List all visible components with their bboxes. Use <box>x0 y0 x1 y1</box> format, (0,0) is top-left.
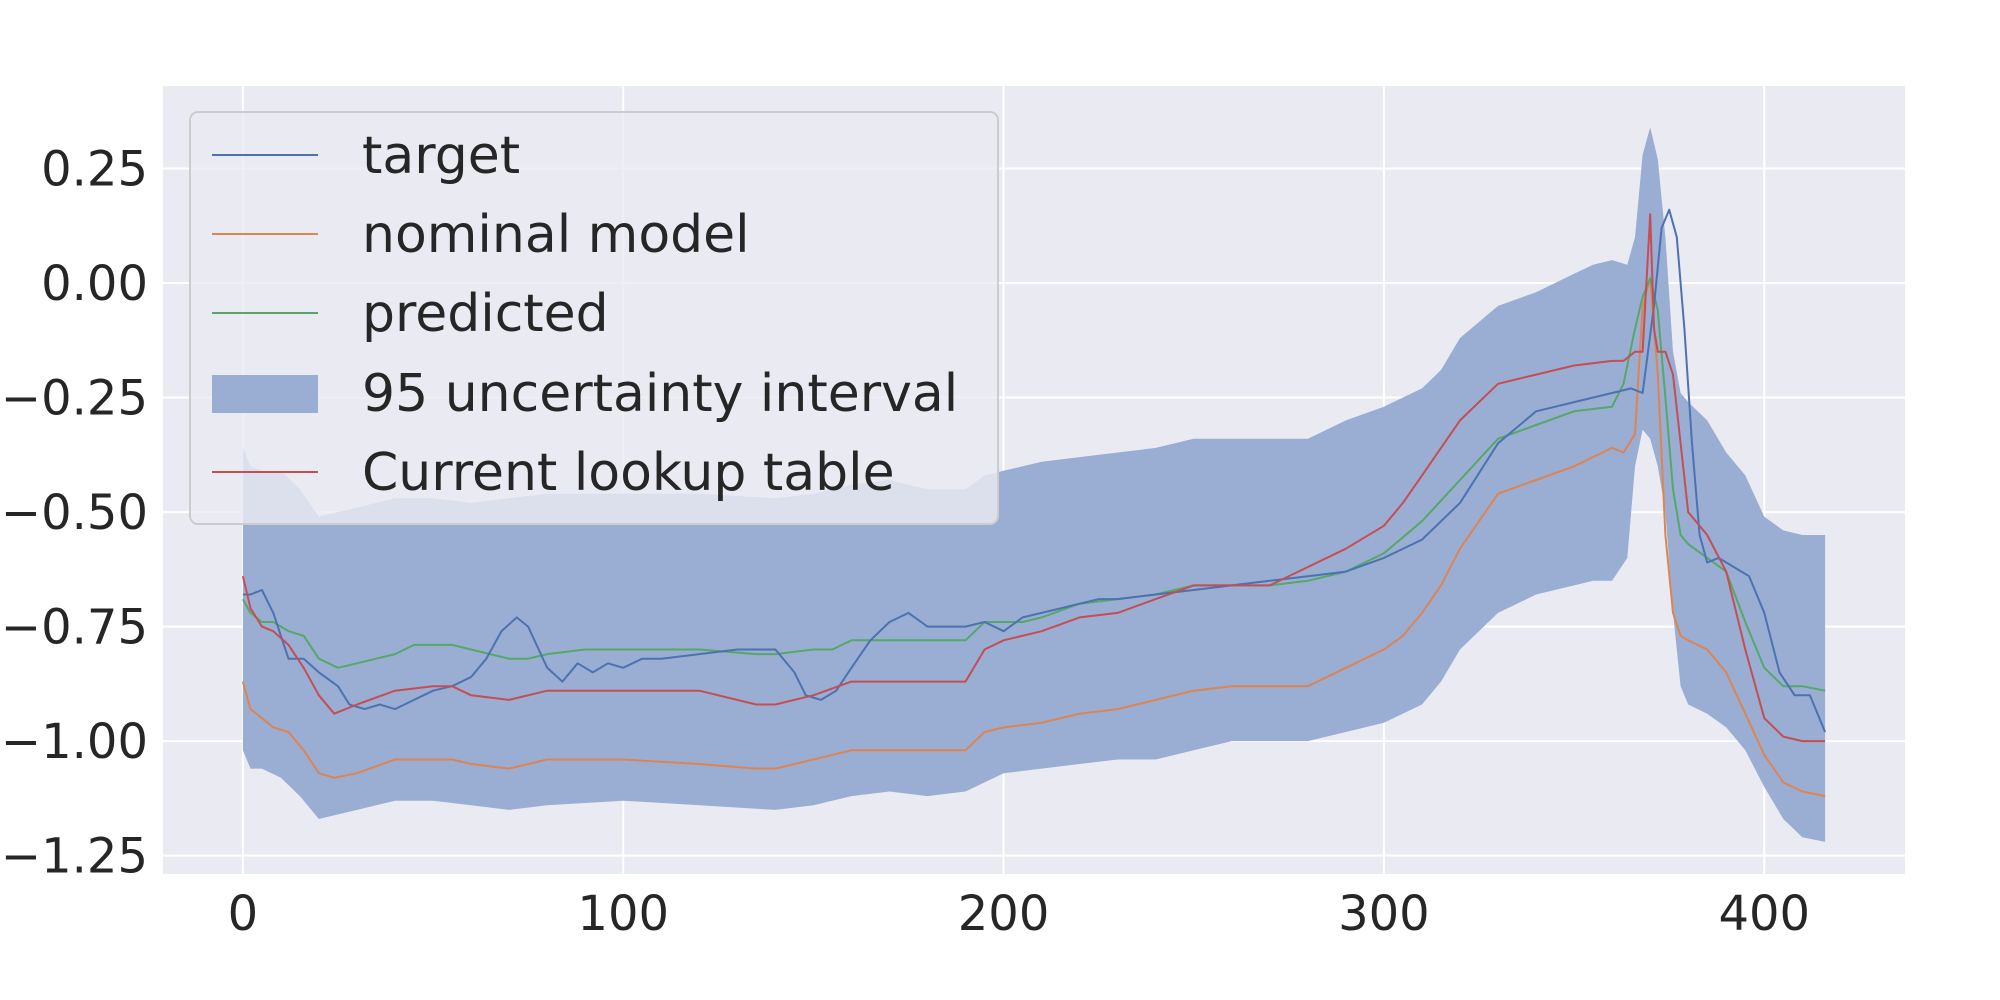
y-tick-label: −0.75 <box>1 600 148 656</box>
series-current-lookup-table <box>241 213 1826 743</box>
series-nominal-model <box>241 277 1826 798</box>
legend-label-target: target <box>362 126 520 186</box>
y-tick-label: 0.25 <box>41 141 148 197</box>
x-tick-label: 300 <box>1338 886 1430 942</box>
legend-item-target: target <box>212 126 520 186</box>
y-tick-label: −1.00 <box>1 714 148 770</box>
x-tick-label: 400 <box>1718 886 1810 942</box>
x-tick-label: 0 <box>228 886 259 942</box>
x-tick-label: 200 <box>958 886 1050 942</box>
legend-label-uncertainty-interval: 95 uncertainty interval <box>362 364 958 424</box>
x-tick-label: 100 <box>577 886 669 942</box>
legend-item-predicted: predicted <box>212 284 609 344</box>
legend-item-nominal-model: nominal model <box>212 205 750 265</box>
legend-label-nominal-model: nominal model <box>362 205 750 265</box>
uncertainty-band <box>242 127 1826 842</box>
series-target <box>242 208 1827 733</box>
y-tick-label: −0.25 <box>1 371 148 427</box>
y-tick-label: −1.25 <box>1 829 148 885</box>
y-tick-label: 0.00 <box>41 256 148 312</box>
legend-item-lookup-table: Current lookup table <box>212 443 895 503</box>
legend-box <box>189 111 999 525</box>
tick-labels: 0 100 200 300 400 0.25 0.00 −0.25 −0.50 −0.75 −1.0… <box>1 141 1810 942</box>
legend-label-lookup-table: Current lookup table <box>362 443 895 503</box>
legend-swatch-uncertainty-interval <box>212 375 318 413</box>
legend-item-uncertainty-interval: 95 uncertainty interval <box>212 364 958 424</box>
legend: target nominal model predicted 95 uncert… <box>189 111 999 525</box>
series-layer <box>241 208 1827 798</box>
uncertainty-band-layer <box>242 127 1826 842</box>
y-tick-label: −0.50 <box>1 485 148 541</box>
legend-label-predicted: predicted <box>362 284 609 344</box>
series-predicted <box>242 277 1826 692</box>
